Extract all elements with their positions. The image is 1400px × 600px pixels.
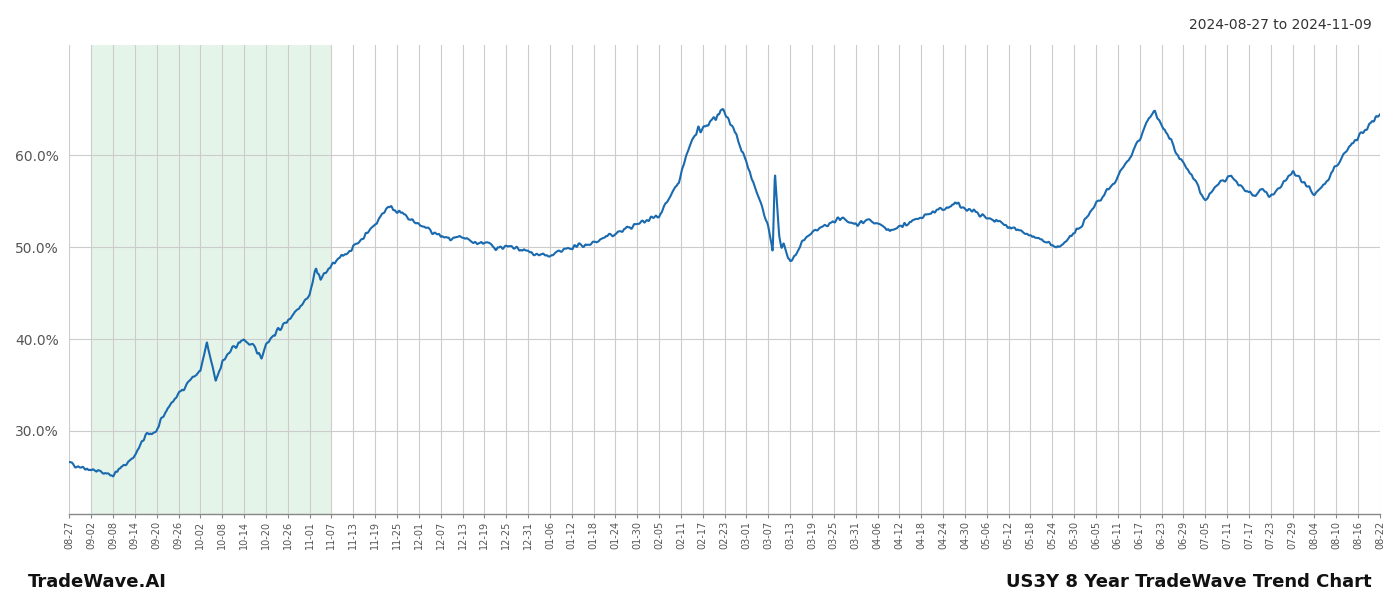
Text: 2024-08-27 to 2024-11-09: 2024-08-27 to 2024-11-09 bbox=[1189, 18, 1372, 32]
Bar bbox=[91, 45, 332, 514]
Text: TradeWave.AI: TradeWave.AI bbox=[28, 573, 167, 591]
Text: US3Y 8 Year TradeWave Trend Chart: US3Y 8 Year TradeWave Trend Chart bbox=[1007, 573, 1372, 591]
